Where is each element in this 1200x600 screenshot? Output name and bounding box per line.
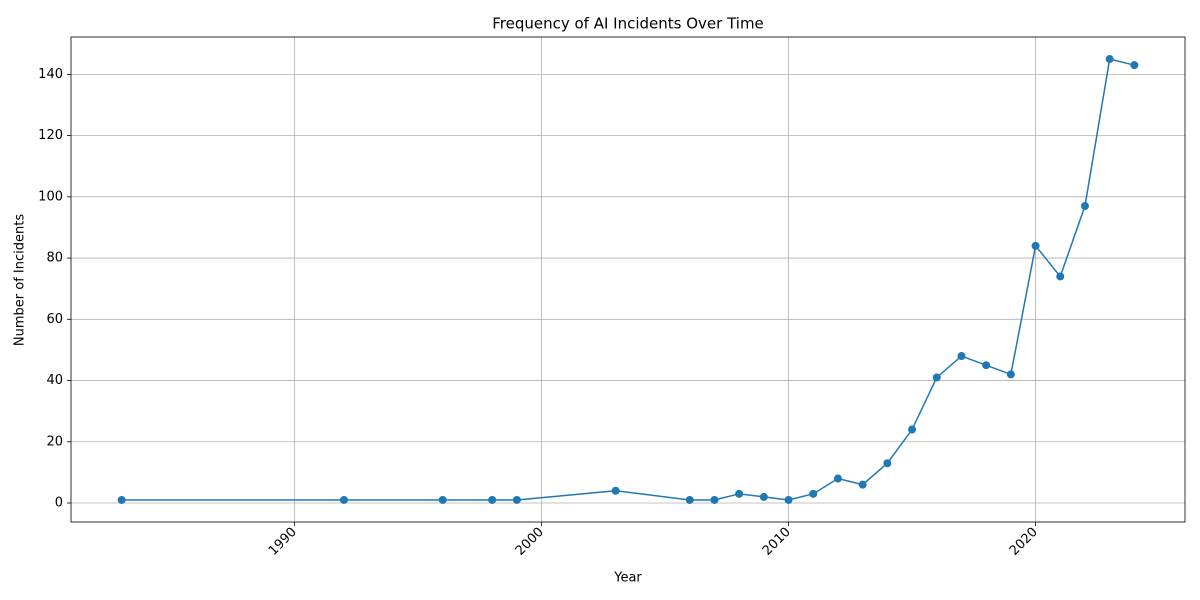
- data-point: [883, 459, 892, 468]
- y-tick-label: 120: [38, 128, 63, 143]
- chart-title: Frequency of AI Incidents Over Time: [492, 15, 764, 33]
- data-point: [1056, 272, 1065, 281]
- y-tick-label: 100: [38, 189, 63, 204]
- y-axis-label: Number of Incidents: [13, 214, 28, 346]
- data-point: [759, 492, 768, 501]
- y-tick-label: 60: [46, 312, 63, 327]
- data-point: [809, 489, 818, 498]
- data-point: [833, 474, 842, 483]
- data-point: [1105, 55, 1114, 64]
- data-point: [1006, 370, 1015, 379]
- data-point: [858, 480, 867, 489]
- data-point: [438, 495, 447, 504]
- x-axis-label: Year: [613, 571, 642, 586]
- y-tick-label: 20: [46, 434, 63, 449]
- data-point: [1130, 61, 1139, 70]
- axes-frame: [70, 36, 1186, 523]
- data-point: [982, 361, 991, 370]
- data-point: [784, 495, 793, 504]
- data-point: [957, 352, 966, 361]
- data-point: [908, 425, 917, 434]
- data-point: [611, 486, 620, 495]
- data-point: [512, 495, 521, 504]
- y-tick-label: 0: [55, 496, 63, 511]
- data-point: [339, 495, 348, 504]
- data-point: [685, 495, 694, 504]
- data-point: [932, 373, 941, 382]
- data-point: [710, 495, 719, 504]
- data-point: [735, 489, 744, 498]
- data-point: [117, 495, 126, 504]
- y-tick-label: 40: [46, 373, 63, 388]
- data-point: [1080, 202, 1089, 211]
- data-point: [1031, 241, 1040, 250]
- y-tick-label: 140: [38, 67, 63, 82]
- data-point: [488, 495, 497, 504]
- y-tick-label: 80: [46, 251, 63, 266]
